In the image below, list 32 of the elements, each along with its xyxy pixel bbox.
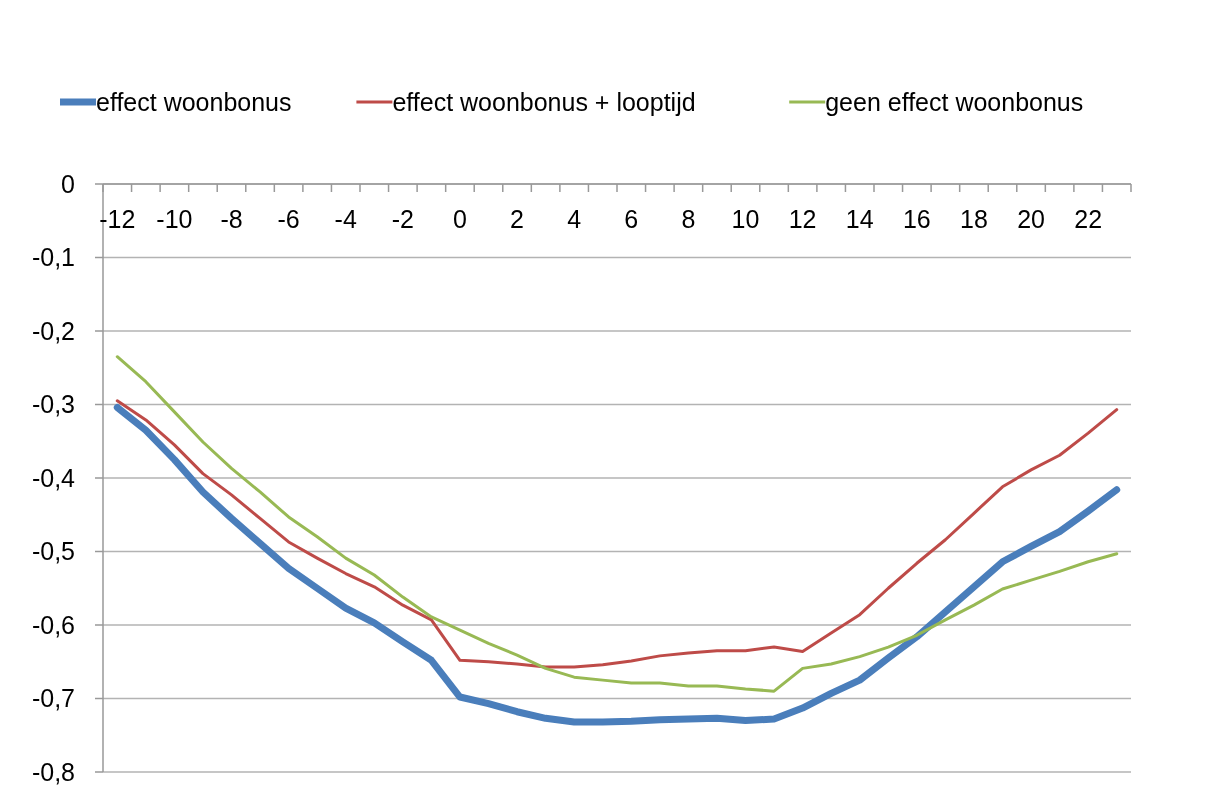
x-tick-label: 20 [1017,205,1045,233]
legend-label: effect woonbonus [96,87,292,116]
y-tick-label: -0,1 [31,243,75,272]
x-tick-label: 16 [902,205,931,233]
line-series [115,399,1119,669]
x-tick-label: 6 [624,205,639,233]
y-tick-label: 0 [61,169,75,198]
x-tick-label: 8 [681,205,696,233]
x-tick-label: -10 [156,205,193,233]
x-tick-label: 10 [731,205,760,233]
line-series [115,355,1119,693]
y-tick-label: -0,8 [31,757,75,786]
x-tick-label: 14 [845,205,874,233]
x-tick-label: -6 [277,205,300,233]
x-tick-label: -2 [391,205,414,233]
x-tick-label: 4 [567,205,582,233]
x-tick-label: -4 [334,205,357,233]
x-tick-label: 18 [960,205,988,233]
y-tick-label: -0,2 [31,316,75,345]
x-tick-label: 12 [788,205,817,233]
y-tick-label: -0,7 [31,684,75,713]
y-tick-label: -0,5 [31,537,75,566]
x-tick-label: 0 [452,205,467,233]
y-tick-label: -0,4 [31,463,76,492]
y-tick-label: -0,6 [31,610,75,639]
legend-label: effect woonbonus + looptijd [392,87,696,116]
x-tick-label: 22 [1074,205,1103,233]
x-tick-label: 2 [510,205,525,233]
y-tick-label: -0,3 [31,390,75,419]
x-tick-label: -8 [220,205,243,233]
legend-label: geen effect woonbonus [825,87,1084,116]
x-tick-label: -12 [99,205,136,233]
